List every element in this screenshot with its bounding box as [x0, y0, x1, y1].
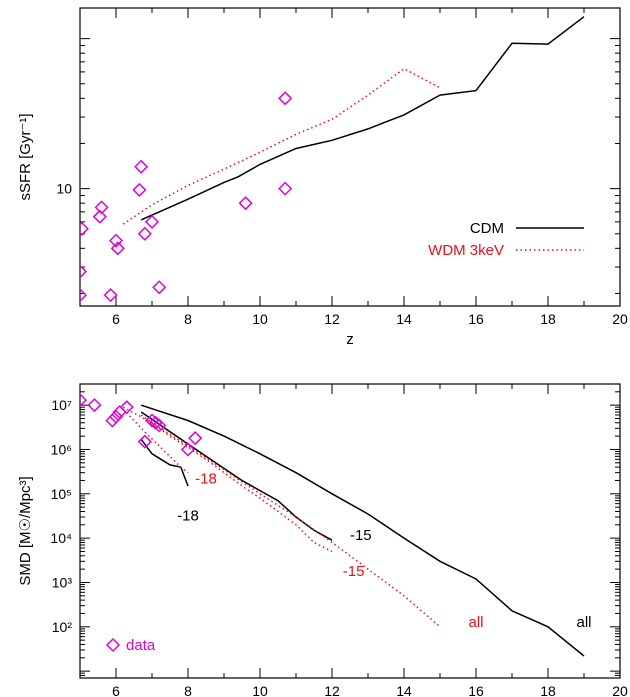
curve-label: all — [468, 614, 483, 631]
data-point-diamond — [87, 398, 102, 413]
plot-frame — [79, 7, 621, 307]
x-tick-label: 6 — [112, 311, 120, 327]
y-axis-label: sSFR [Gyr⁻¹] — [17, 113, 34, 200]
series-line-wdm-all — [122, 406, 441, 628]
data-point-diamond — [94, 200, 109, 215]
x-tick-label: 10 — [252, 683, 268, 697]
data-point-diamond — [92, 209, 107, 224]
series-line-wdm-WDM3keV — [122, 67, 441, 225]
y-tick-label: 10⁵ — [51, 486, 72, 502]
y-tick-label: 10⁷ — [51, 397, 72, 413]
y-tick-label: 10 — [56, 181, 72, 197]
data-point-diamond — [134, 159, 149, 174]
data-point-diamond — [144, 413, 160, 428]
data-point-diamond — [152, 418, 167, 433]
x-tick-label: 14 — [396, 683, 412, 697]
data-point-diamond — [180, 442, 196, 457]
series-line-cdm-15 — [140, 411, 333, 541]
data-point-diamond — [278, 181, 293, 196]
x-tick-label: 10 — [252, 311, 268, 327]
data-point-diamond — [152, 280, 167, 295]
data-point-diamond — [110, 241, 125, 256]
data-point-diamond — [80, 221, 89, 236]
legend-label-wdm: WDM 3keV — [428, 242, 504, 259]
x-axis-label: z — [346, 331, 354, 348]
legend-label-cdm: CDM — [470, 220, 504, 237]
x-tick-label: 18 — [540, 683, 556, 697]
data-point-diamond — [238, 196, 253, 211]
top-panel-ssfr: 6 8 10 12 14 16 18 20 10 100 z sSFR [Gyr⁻¹] CDM WDM 3… — [17, 0, 628, 348]
series-line-cdm-18 — [140, 438, 189, 487]
data-point-diamond — [108, 409, 124, 424]
series-line-wdm-15 — [140, 414, 333, 553]
curve-label: -18 — [177, 508, 199, 525]
data-point-diamond — [188, 431, 203, 446]
curve-label: -18 — [195, 471, 217, 488]
data-point-diamond — [278, 91, 293, 106]
x-tick-label: 20 — [612, 683, 628, 697]
legend-swatch-data — [105, 637, 121, 653]
legend-label-data: data — [126, 637, 156, 654]
y-tick-label: 10⁴ — [50, 530, 72, 546]
data-point-diamond — [119, 400, 134, 415]
data-point-diamond — [137, 434, 152, 449]
x-tick-label: 18 — [540, 311, 556, 327]
x-tick-label: 12 — [324, 311, 340, 327]
x-tick-label: 8 — [184, 311, 192, 327]
y-tick-label: 10³ — [52, 574, 73, 590]
curve-label: all — [576, 614, 591, 631]
series-line-cdm-CDM — [140, 16, 585, 221]
y-axis-label: SMD [M☉/Mpc³] — [17, 476, 34, 585]
x-tick-label: 14 — [396, 311, 412, 327]
plot-area — [80, 393, 585, 657]
data-point-diamond — [132, 182, 147, 197]
data-point-diamond — [144, 214, 160, 229]
x-tick-label: 20 — [612, 311, 628, 327]
data-point-diamond — [137, 226, 152, 241]
data-point-diamond — [80, 288, 88, 303]
series-line-cdm-all — [140, 404, 585, 657]
x-tick-label: 16 — [468, 683, 484, 697]
data-point-diamond — [103, 288, 118, 303]
x-tick-label: 8 — [184, 683, 192, 697]
y-tick-label: 100 — [49, 0, 73, 3]
data-point-diamond — [80, 264, 88, 279]
data-point-diamond — [108, 233, 124, 248]
curve-label: -15 — [343, 563, 365, 580]
x-tick-label: 12 — [324, 683, 340, 697]
y-tick-label: 10² — [52, 619, 73, 635]
bottom-panel-smd: 6810121416182010²10³10⁴10⁵10⁶10⁷zSMD [M☉… — [17, 383, 628, 697]
x-tick-label: 6 — [112, 683, 120, 697]
plot-area — [80, 16, 585, 303]
data-point-diamond — [80, 393, 88, 408]
plot-frame — [79, 383, 621, 679]
x-tick-label: 16 — [468, 311, 484, 327]
y-tick-label: 10⁶ — [51, 441, 72, 457]
curve-label: -15 — [350, 527, 372, 544]
data-point-diamond — [105, 413, 120, 428]
